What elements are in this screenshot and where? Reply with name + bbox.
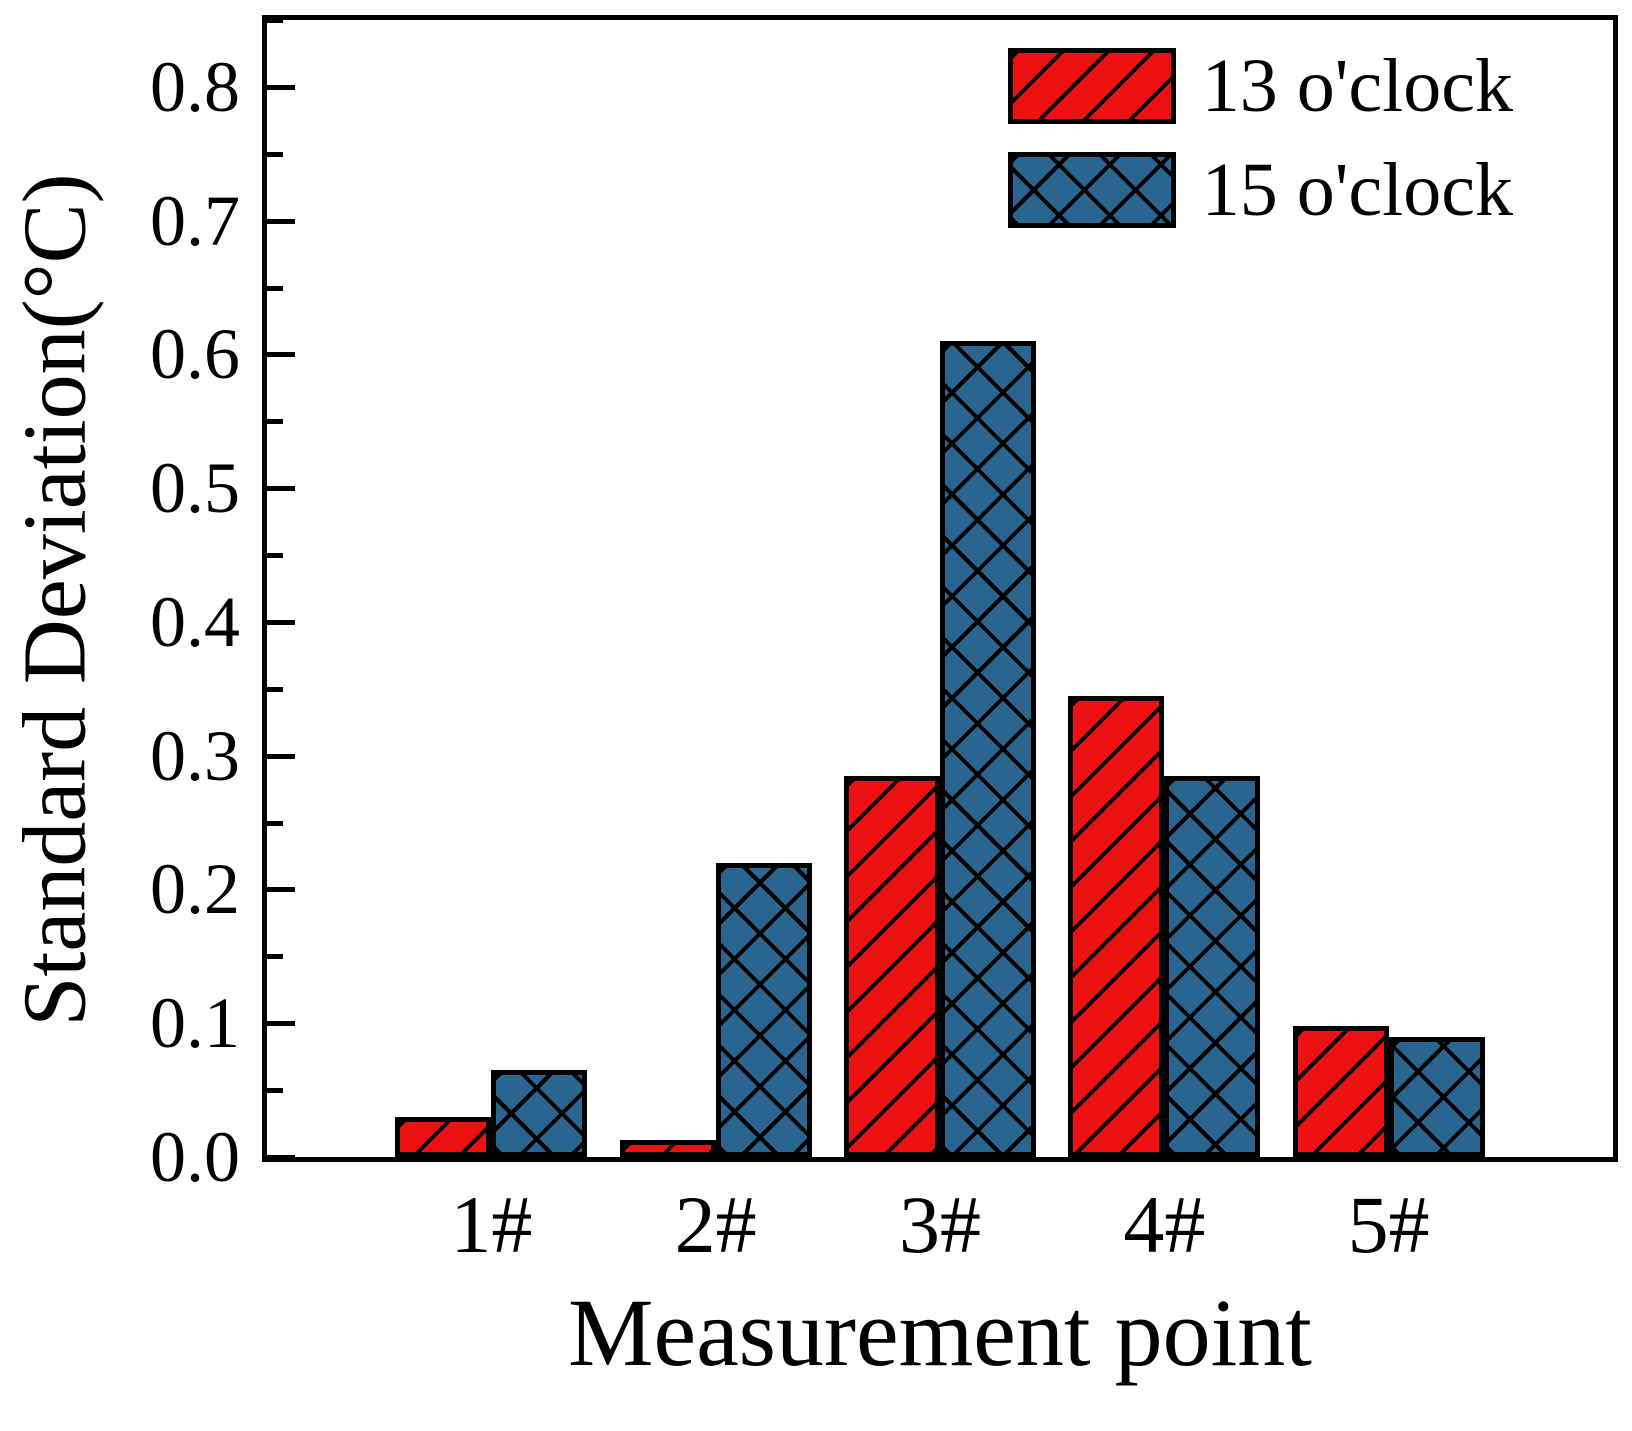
y-axis-tick-labels: 0.0 0.1 0.2 0.3 0.4 0.5 0.6 0.7 0.8	[0, 20, 240, 1197]
bar-15-o-clock-2	[715, 862, 812, 1157]
y-tick-label: 0.2	[150, 849, 240, 930]
legend-label-15-oclock: 15 o'clock	[1201, 148, 1513, 232]
legend-label-13-oclock: 13 o'clock	[1201, 44, 1513, 128]
y-minor-tick	[267, 820, 283, 826]
bar-13-o-clock-4	[1068, 695, 1165, 1157]
y-tick-label: 0.1	[150, 983, 240, 1064]
y-minor-tick	[267, 1088, 283, 1094]
bar-13-o-clock-2	[619, 1139, 716, 1157]
y-minor-tick	[267, 285, 283, 291]
y-minor-tick	[267, 954, 283, 960]
y-major-tick	[267, 619, 295, 625]
y-minor-tick	[267, 151, 283, 157]
y-tick-label: 0.4	[150, 581, 240, 662]
legend-swatch-13-oclock	[1007, 48, 1176, 124]
x-axis-tick-labels: 1# 2# 3# 4# 5#	[267, 1175, 1613, 1285]
y-tick-label: 0.5	[150, 448, 240, 529]
y-major-tick	[267, 352, 295, 358]
y-major-tick	[267, 753, 295, 759]
y-minor-tick	[267, 553, 283, 559]
x-tick-label: 2#	[674, 1179, 757, 1270]
bar-15-o-clock-5	[1388, 1036, 1485, 1157]
legend: 13 o'clock 15 o'clock	[1007, 42, 1513, 234]
x-axis-title: Measurement point	[568, 1279, 1312, 1386]
y-major-tick	[267, 1021, 295, 1027]
y-major-tick	[267, 218, 295, 224]
x-tick-label: 3#	[899, 1179, 981, 1270]
bar-13-o-clock-3	[844, 775, 940, 1157]
y-major-tick	[267, 1155, 295, 1160]
legend-swatch-15-oclock	[1007, 152, 1176, 228]
x-tick-label: 5#	[1347, 1179, 1430, 1270]
legend-item-13-oclock: 13 o'clock	[1007, 42, 1513, 130]
bar-15-o-clock-4	[1164, 775, 1261, 1157]
y-tick-label: 0.6	[150, 314, 240, 395]
bar-15-o-clock-1	[491, 1070, 588, 1157]
y-minor-tick	[267, 686, 283, 692]
y-minor-tick	[267, 18, 283, 23]
y-major-tick	[267, 84, 295, 90]
y-tick-label: 0.7	[150, 180, 240, 261]
x-tick-label: 1#	[450, 1179, 533, 1270]
y-minor-tick	[267, 419, 283, 425]
x-tick-label: 4#	[1123, 1179, 1206, 1270]
y-major-tick	[267, 887, 295, 893]
bar-13-o-clock-5	[1292, 1025, 1389, 1157]
y-tick-label: 0.3	[150, 715, 240, 796]
y-major-tick	[267, 486, 295, 492]
bar-13-o-clock-1	[395, 1116, 492, 1157]
y-tick-label: 0.8	[150, 46, 240, 127]
y-tick-label: 0.0	[150, 1117, 240, 1197]
bar-15-o-clock-3	[940, 341, 1036, 1157]
plot-area: 13 o'clock 15 o'clock	[262, 15, 1618, 1162]
legend-item-15-oclock: 15 o'clock	[1007, 146, 1513, 234]
